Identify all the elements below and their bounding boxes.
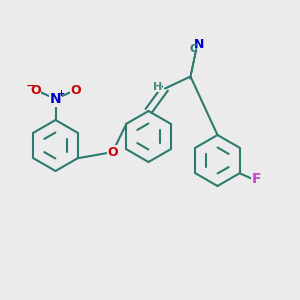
Text: O: O [70, 83, 81, 97]
Text: −: − [26, 81, 35, 91]
Text: H: H [153, 82, 162, 92]
Text: O: O [30, 83, 41, 97]
Text: +: + [57, 89, 64, 98]
Text: N: N [194, 38, 204, 51]
Text: O: O [107, 146, 118, 159]
Text: N: N [50, 92, 61, 106]
Text: F: F [252, 172, 261, 186]
Text: C: C [189, 44, 198, 55]
